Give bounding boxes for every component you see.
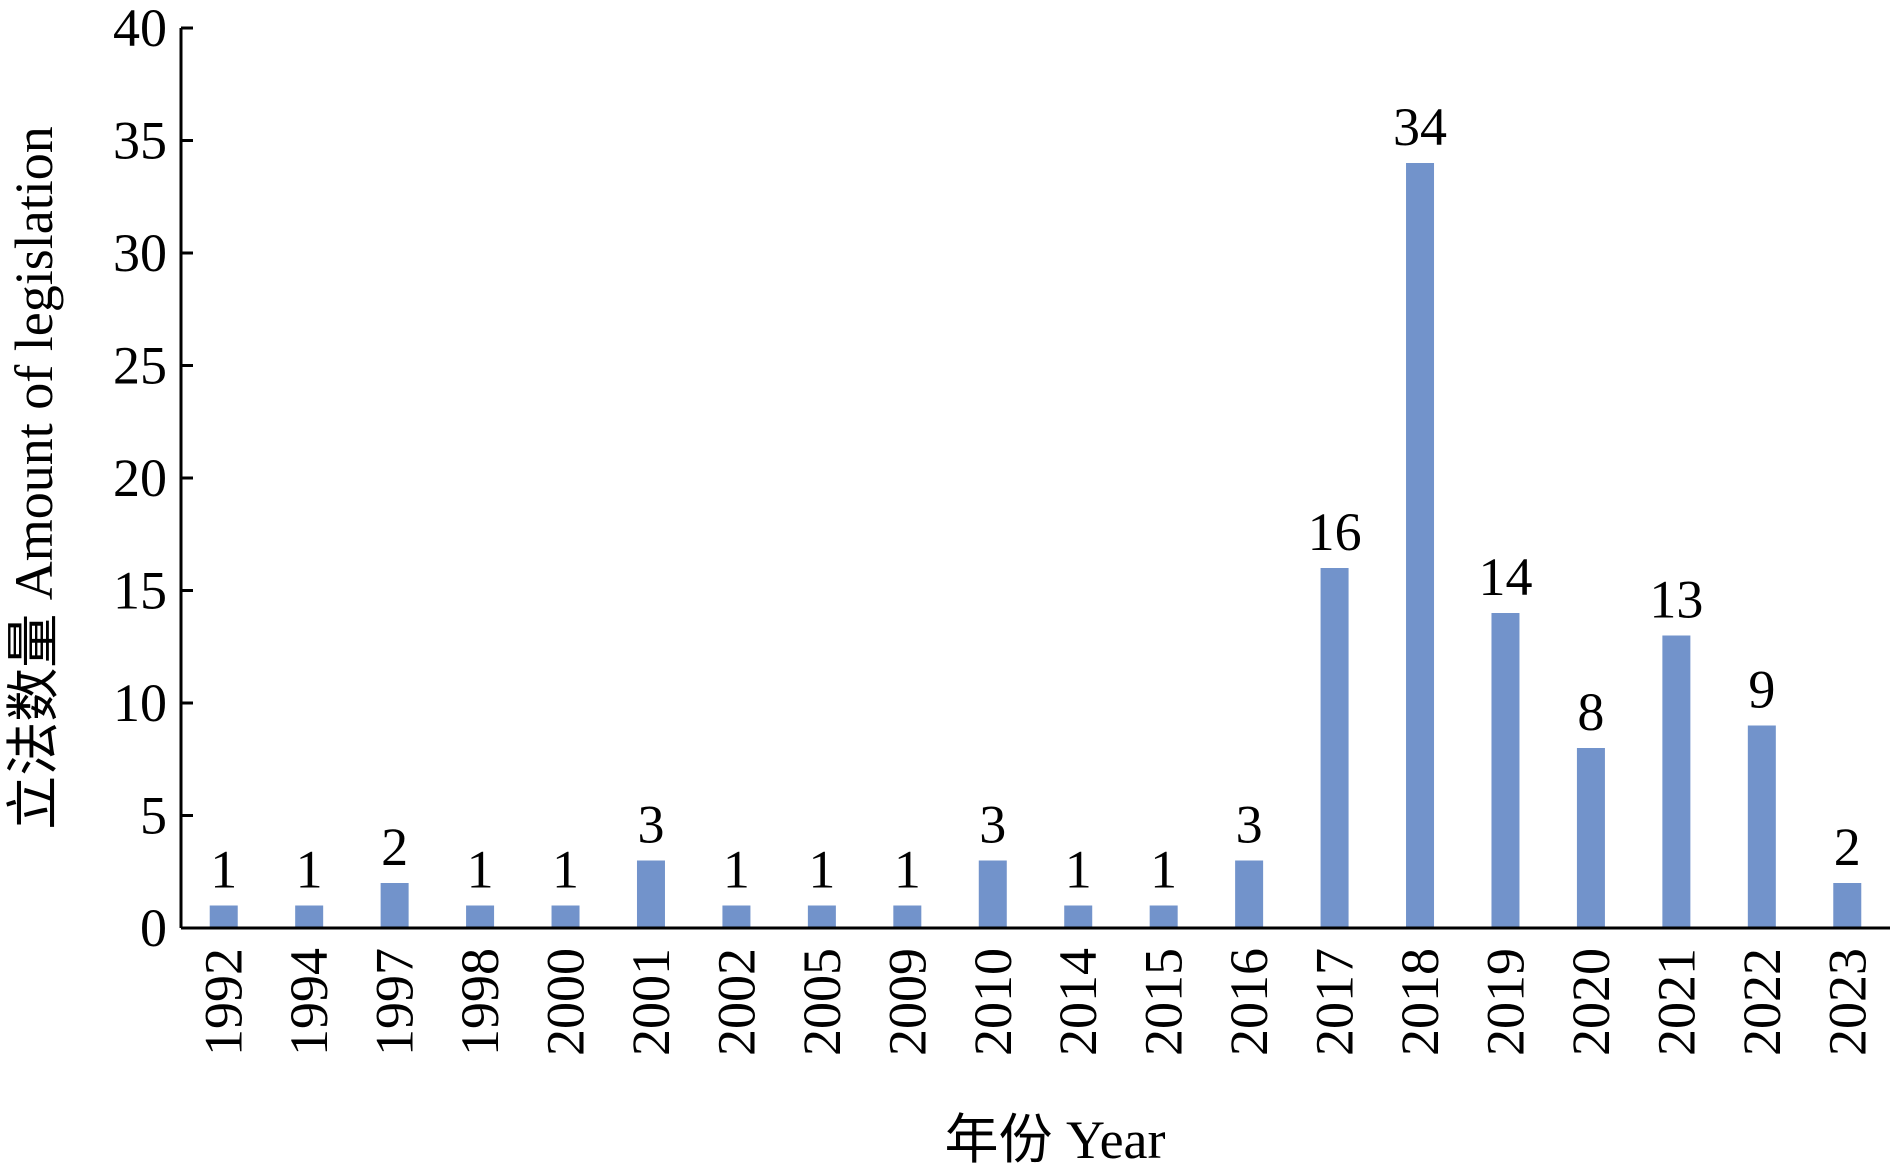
data-label-2014: 1 (1065, 840, 1092, 900)
bar-2022 (1747, 725, 1776, 928)
bar-2016 (1235, 860, 1264, 928)
y-tick-label: 5 (140, 786, 167, 846)
y-axis-ticks: 0 5 10 15 20 25 30 35 40 (113, 0, 193, 958)
x-tick-label-2016: 2016 (1219, 948, 1279, 1056)
x-tick-label-2005: 2005 (792, 948, 852, 1056)
data-label-2017: 16 (1308, 502, 1362, 562)
bar-2000 (551, 905, 580, 928)
x-tick-label-2009: 2009 (877, 948, 937, 1056)
data-label-1994: 1 (296, 840, 323, 900)
data-label-2018: 34 (1393, 97, 1447, 157)
bar-2015 (1149, 905, 1178, 928)
x-tick-label-2020: 2020 (1561, 948, 1621, 1056)
bar-2010 (978, 860, 1007, 928)
bar-2018 (1406, 163, 1435, 928)
data-label-2022: 9 (1748, 660, 1775, 720)
y-tick-label: 20 (113, 448, 167, 508)
data-label-2023: 2 (1834, 817, 1861, 877)
bar-1994 (295, 905, 324, 928)
y-tick-label: 35 (113, 111, 167, 171)
data-label-2010: 3 (979, 795, 1006, 855)
data-label-2015: 1 (1150, 840, 1177, 900)
bar-2021 (1662, 635, 1691, 928)
bar-2020 (1576, 748, 1605, 928)
y-tick-label: 15 (113, 561, 167, 621)
data-label-2000: 1 (552, 840, 579, 900)
y-tick-label: 40 (113, 0, 167, 58)
y-tick-label: 25 (113, 336, 167, 396)
data-label-2005: 1 (808, 840, 835, 900)
x-tick-label-1992: 1992 (194, 948, 254, 1056)
data-label-2021: 13 (1649, 570, 1703, 630)
bar-1998 (466, 905, 495, 928)
x-tick-label-2014: 2014 (1048, 948, 1108, 1056)
y-tick-label: 10 (113, 673, 167, 733)
bars (209, 163, 1862, 928)
data-label-1998: 1 (467, 840, 494, 900)
bar-2017 (1320, 568, 1349, 928)
bar-2002 (722, 905, 751, 928)
x-tick-label-2010: 2010 (963, 948, 1023, 1056)
bar-2014 (1064, 905, 1093, 928)
x-tick-label-2015: 2015 (1134, 948, 1194, 1056)
x-tick-label-2002: 2002 (706, 948, 766, 1056)
x-tick-label-2017: 2017 (1305, 948, 1365, 1056)
bar-2001 (636, 860, 665, 928)
data-label-1992: 1 (210, 840, 237, 900)
data-label-2009: 1 (894, 840, 921, 900)
data-label-2020: 8 (1577, 682, 1604, 742)
x-tick-label-2019: 2019 (1475, 948, 1535, 1056)
bar-2005 (807, 905, 836, 928)
bar-1997 (380, 883, 409, 928)
data-label-1997: 2 (381, 817, 408, 877)
bar-1992 (209, 905, 238, 928)
x-axis-ticks: 1992 1994 1997 1998 2000 2001 2002 2005 2009 2010… (194, 948, 1878, 1056)
x-tick-label-2023: 2023 (1817, 948, 1877, 1056)
x-tick-label-2000: 2000 (536, 948, 596, 1056)
bar-2023 (1833, 883, 1862, 928)
x-axis-title: 年份 Year (944, 1110, 1165, 1170)
y-axis-title: 立法数量 Amount of legislation (4, 126, 64, 829)
data-label-2001: 3 (637, 795, 664, 855)
x-tick-label-1994: 1994 (279, 948, 339, 1056)
data-label-2019: 14 (1478, 547, 1532, 607)
data-label-2016: 3 (1236, 795, 1263, 855)
data-label-2002: 1 (723, 840, 750, 900)
bar-2019 (1491, 613, 1520, 928)
y-tick-label: 30 (113, 223, 167, 283)
x-tick-label-2021: 2021 (1646, 948, 1706, 1056)
y-tick-label: 0 (140, 898, 167, 958)
x-tick-label-1998: 1998 (450, 948, 510, 1056)
bar-2009 (893, 905, 922, 928)
x-tick-label-2018: 2018 (1390, 948, 1450, 1056)
x-tick-label-2001: 2001 (621, 948, 681, 1056)
x-tick-label-1997: 1997 (365, 948, 425, 1056)
x-tick-label-2022: 2022 (1732, 948, 1792, 1056)
